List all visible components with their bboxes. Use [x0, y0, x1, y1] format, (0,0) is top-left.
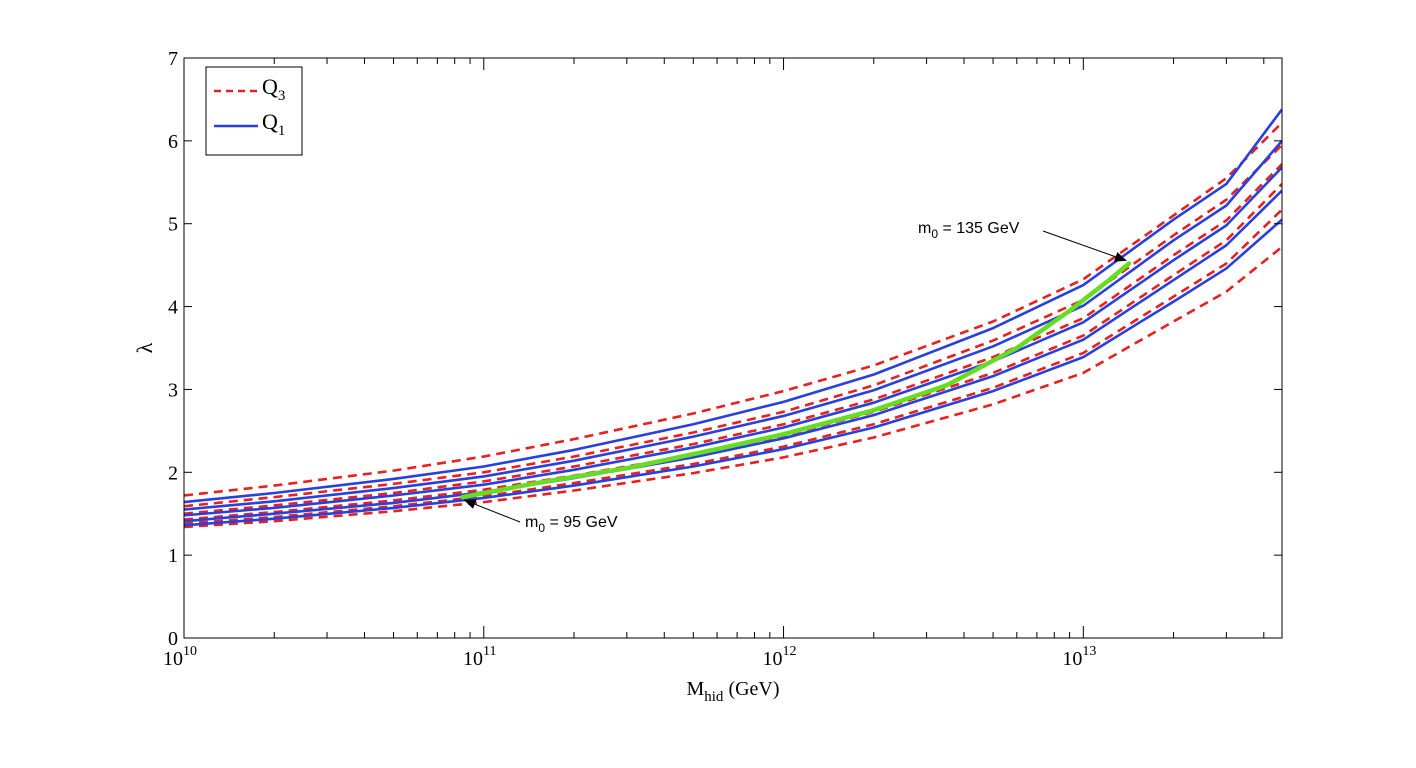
y-tick-label: 0: [168, 628, 178, 650]
series-line-q3-2: [184, 144, 1282, 508]
series-line-q1-9: [184, 166, 1282, 517]
legend-label-q3: Q3: [262, 74, 285, 104]
annotation-arrow-135: [1042, 230, 1127, 262]
series-layer: [184, 108, 1282, 529]
annotations-layer: m0 = 95 GeV m0 = 135 GeV: [463, 220, 1127, 535]
series-line-q3-6: [184, 245, 1282, 529]
annotation-label-95: m0 = 95 GeV: [525, 514, 618, 535]
series-line-q3-3: [184, 163, 1282, 516]
y-tick-label: 3: [168, 379, 178, 401]
y-tick-label: 1: [168, 545, 178, 567]
y-tick-label: 6: [168, 131, 178, 153]
plot-frame: [183, 57, 1283, 639]
x-tick-label: 1011: [463, 644, 496, 670]
series-line-q3-5: [184, 208, 1282, 525]
series-line-q3-1: [184, 121, 1282, 497]
highlight-layer: [460, 261, 1132, 500]
legend-box: [205, 66, 303, 156]
highlight-curve: [460, 261, 1132, 500]
legend-label-q1: Q1: [262, 109, 285, 139]
y-tick-label: 4: [168, 297, 178, 319]
x-tick-label: 1012: [763, 644, 797, 670]
ticks-layer: 0 1 2 3 4 5 6 7 1010 1011 1012 1013: [163, 48, 1282, 670]
series-line-q1-11: [184, 218, 1282, 527]
series-line-q3-4: [184, 183, 1282, 521]
x-tick-label: 1010: [163, 644, 197, 670]
annotation-arrow-95: [463, 499, 521, 523]
annotation-label-135: m0 = 135 GeV: [918, 220, 1020, 241]
y-tick-label: 7: [168, 48, 178, 70]
x-axis-label: Mhid (GeV): [686, 678, 779, 705]
series-line-q1-8: [184, 140, 1282, 511]
y-tick-label: 2: [168, 462, 178, 484]
y-tick-label: 5: [168, 214, 178, 236]
series-line-q1-10: [184, 189, 1282, 523]
y-axis-label: λ: [132, 342, 157, 353]
series-line-q1-7: [184, 108, 1282, 504]
x-tick-label: 1013: [1062, 644, 1096, 670]
